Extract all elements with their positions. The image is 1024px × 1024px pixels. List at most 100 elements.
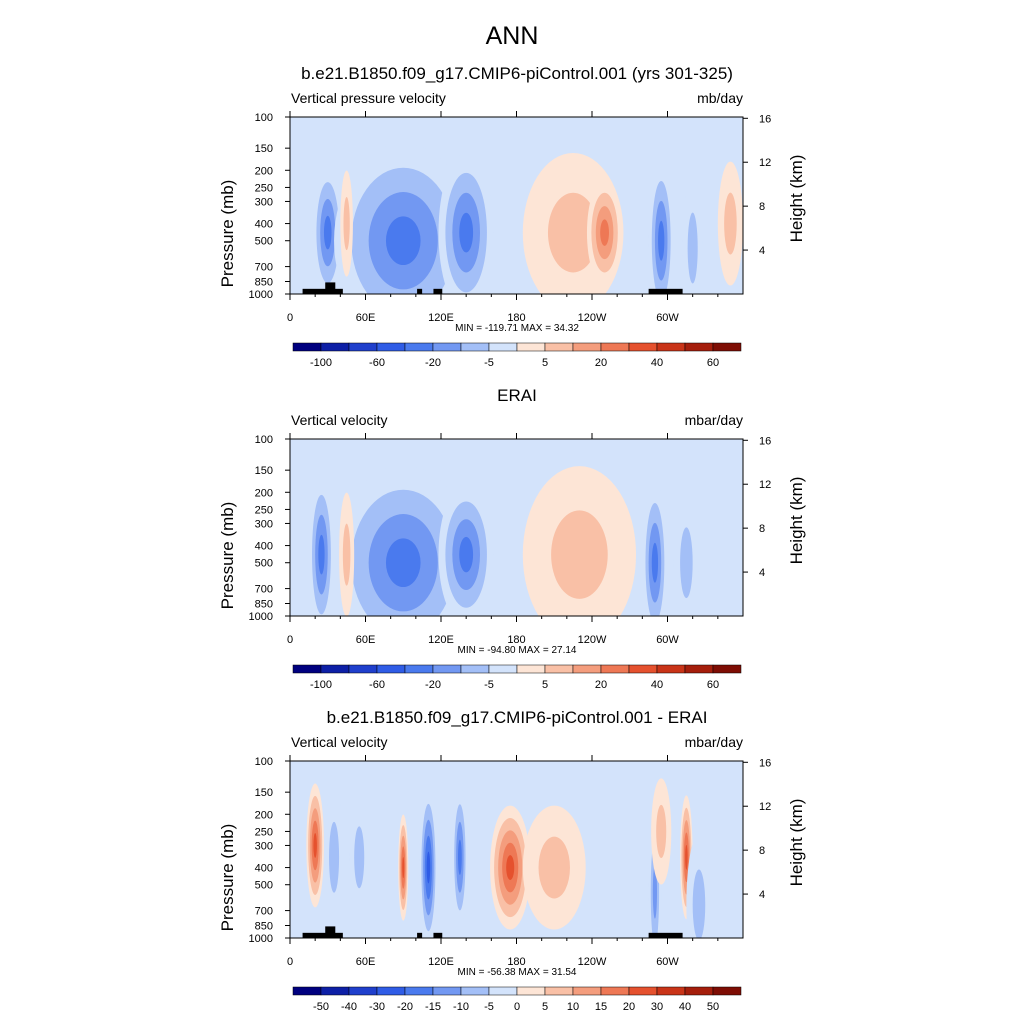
contour-feature-4 (459, 212, 474, 253)
colorbar-swatch (488, 342, 518, 352)
colorbar-swatch (628, 342, 658, 352)
contour-feature-10 (656, 804, 667, 858)
topography-block (302, 932, 343, 938)
x-tick-label: 120E (428, 312, 454, 324)
colorbar-swatch (656, 664, 686, 674)
colorbar-swatch (572, 342, 602, 352)
colorbar-swatch (712, 664, 742, 674)
panel-left-string: Vertical velocity (291, 734, 387, 750)
colorbar-swatch (600, 342, 630, 352)
height-tick-label: 4 (759, 245, 765, 257)
x-tick-label: 120W (578, 312, 607, 324)
topography-block (433, 288, 443, 294)
min-max-stats: MIN = -94.80 MAX = 27.14 (458, 645, 577, 656)
height-tick-label: 16 (759, 757, 771, 769)
colorbar-swatch (572, 986, 602, 996)
figure-title: ANN (486, 22, 539, 50)
y-axis-right-label: Height (km) (787, 477, 806, 565)
panel-units: mbar/day (685, 412, 743, 428)
y-axis-label: Pressure (mb) (218, 502, 237, 610)
colorbar-swatch (684, 342, 714, 352)
contour-feature-8 (600, 219, 609, 246)
contour-feature-8 (652, 865, 658, 919)
x-tick-label: 60W (656, 312, 679, 324)
colorbar-swatch (572, 664, 602, 674)
pressure-tick-label: 200 (255, 165, 273, 177)
topography-block (648, 288, 683, 294)
colorbar-swatch (544, 986, 574, 996)
colorbar-label: -10 (453, 1001, 469, 1013)
colorbar-label: -20 (425, 679, 441, 691)
min-max-stats: MIN = -119.71 MAX = 34.32 (455, 323, 579, 334)
pressure-tick-label: 500 (255, 880, 273, 892)
colorbar-label: 20 (623, 1001, 635, 1013)
colorbar-label: -60 (369, 679, 385, 691)
panels: b.e21.B1850.f09_g17.CMIP6-piControl.001 … (218, 64, 806, 1013)
colorbar-label: -20 (397, 1001, 413, 1013)
colorbar-swatch (432, 664, 462, 674)
pressure-tick-label: 200 (255, 809, 273, 821)
x-tick-label: 0 (287, 956, 293, 968)
topography-block (325, 282, 336, 294)
colorbar-swatch (684, 986, 714, 996)
colorbar-label: 30 (651, 1001, 663, 1013)
colorbar-swatch (600, 986, 630, 996)
topography-block (417, 288, 423, 294)
colorbar-label: 60 (707, 679, 719, 691)
colorbar-label: 60 (707, 357, 719, 369)
height-tick-label: 8 (759, 201, 765, 213)
contour-feature-10 (724, 192, 737, 255)
colorbar-label: -100 (310, 357, 332, 369)
pressure-tick-label: 850 (255, 599, 273, 611)
height-tick-label: 12 (759, 479, 771, 491)
pressure-tick-label: 150 (255, 143, 273, 155)
contour-feature-1 (323, 215, 332, 250)
colorbar-swatch (376, 342, 406, 352)
colorbar-swatch (292, 342, 322, 352)
pressure-tick-label: 500 (255, 236, 273, 248)
colorbar-label: 10 (567, 1001, 579, 1013)
pressure-tick-label: 100 (255, 434, 273, 446)
x-tick-label: 180 (507, 956, 525, 968)
colorbar-swatch (656, 986, 686, 996)
colorbar-swatch (488, 664, 518, 674)
panel-units: mb/day (697, 90, 743, 106)
height-tick-label: 16 (759, 435, 771, 447)
colorbar-swatch (404, 342, 434, 352)
colorbar-swatch (460, 664, 490, 674)
colorbar-swatch (516, 664, 546, 674)
contour-feature-9 (343, 197, 350, 251)
pressure-tick-label: 300 (255, 196, 273, 208)
colorbar-swatch (684, 664, 714, 674)
contour-feature-4 (426, 851, 431, 884)
colorbar-swatch (628, 664, 658, 674)
height-tick-label: 4 (759, 567, 765, 579)
contour-feature-1 (318, 534, 325, 575)
pressure-tick-label: 150 (255, 787, 273, 799)
pressure-tick-label: 200 (255, 487, 273, 499)
topography-block (648, 932, 683, 938)
contour-feature-3 (459, 536, 474, 573)
height-tick-label: 12 (759, 801, 771, 813)
colorbar-label: -60 (369, 357, 385, 369)
colorbar-label: 40 (679, 1001, 691, 1013)
pressure-tick-label: 1000 (249, 611, 273, 623)
pressure-tick-label: 400 (255, 863, 273, 875)
colorbar-swatch (544, 342, 574, 352)
y-axis-label: Pressure (mb) (218, 824, 237, 932)
colorbar-swatch (292, 986, 322, 996)
height-tick-label: 8 (759, 523, 765, 535)
colorbar-swatch (460, 342, 490, 352)
x-tick-label: 120W (578, 956, 607, 968)
height-tick-label: 4 (759, 889, 765, 901)
contour-field (302, 778, 712, 938)
colorbar-label: -5 (484, 357, 494, 369)
colorbar-swatch (320, 664, 350, 674)
contour-feature-5 (680, 527, 693, 599)
pressure-tick-label: 1000 (249, 289, 273, 301)
panel-3: b.e21.B1850.f09_g17.CMIP6-piControl.001 … (218, 708, 806, 1013)
colorbar-label: 40 (651, 679, 663, 691)
x-tick-label: 120E (428, 634, 454, 646)
colorbar-label: -50 (313, 1001, 329, 1013)
pressure-tick-label: 700 (255, 262, 273, 274)
